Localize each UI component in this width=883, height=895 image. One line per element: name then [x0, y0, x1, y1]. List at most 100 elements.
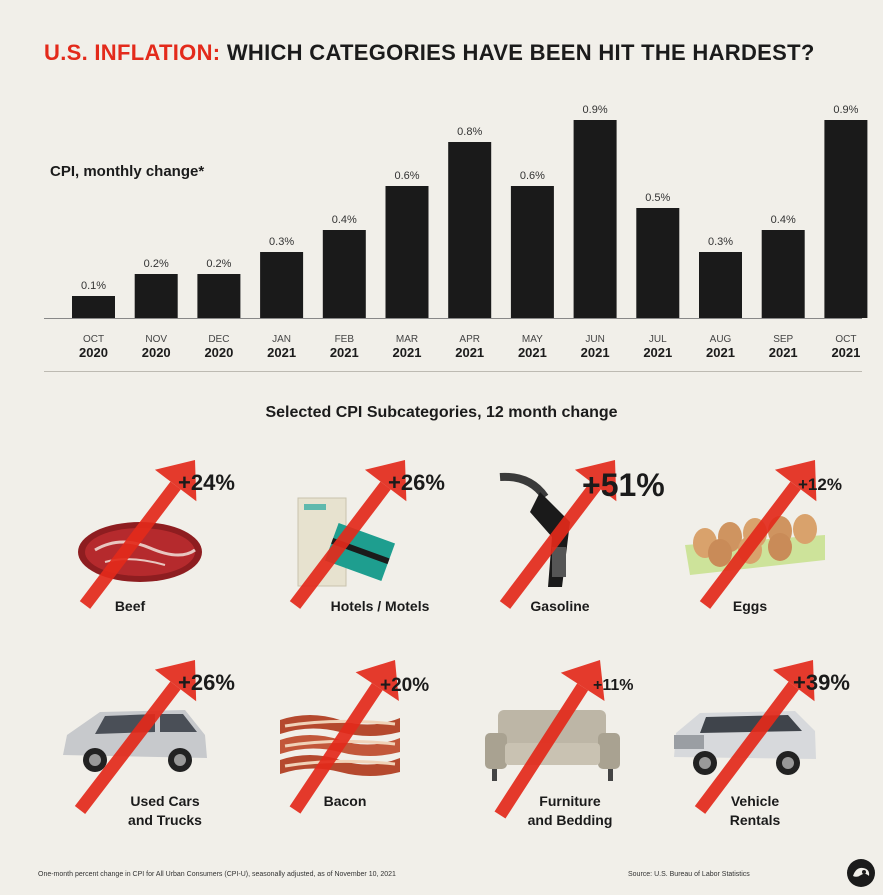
- subcategory-label: Bacon: [323, 793, 367, 809]
- subcategory-bacon: +20% Bacon: [270, 655, 480, 845]
- arrow-shaft: [699, 481, 801, 609]
- subcategories-title: Selected CPI Subcategories, 12 month cha…: [265, 404, 618, 421]
- bar: [260, 252, 304, 318]
- bar: [72, 296, 115, 318]
- bar: [385, 186, 429, 318]
- gas-nozzle-icon: [499, 472, 570, 587]
- arrow-head: [774, 460, 817, 502]
- arrow-shaft: [694, 681, 799, 814]
- subcategory-change: +11%: [593, 677, 634, 694]
- subcategory-change: +20%: [380, 675, 430, 696]
- x-tick-year: 2021: [831, 345, 860, 360]
- x-tick-month: JUN: [585, 334, 604, 345]
- x-tick-month: JAN: [272, 334, 291, 345]
- subcategory-eggs: +12% Eggs: [670, 455, 880, 645]
- arrow-shaft: [289, 683, 383, 814]
- arrow-up-icon: [289, 660, 399, 814]
- x-tick-month: MAY: [522, 334, 543, 345]
- source-note: Source: U.S. Bureau of Labor Statistics: [628, 871, 750, 878]
- arrow-up-icon: [79, 460, 197, 609]
- suv-icon: [674, 711, 816, 775]
- subcategory-change: +51%: [582, 467, 665, 503]
- x-tick-year: 2021: [393, 345, 422, 360]
- bar: [134, 274, 178, 318]
- bar: [699, 252, 742, 318]
- bar-value-label: 0.3%: [269, 236, 294, 248]
- bar-value-label: 0.9%: [833, 104, 858, 116]
- subcategory-label: Used Cars and Trucks: [128, 793, 202, 828]
- publisher-logo-icon: [847, 859, 875, 887]
- bar: [510, 186, 554, 318]
- x-tick-year: 2021: [518, 345, 547, 360]
- bar-value-label: 0.4%: [332, 214, 357, 226]
- arrow-up-icon: [289, 460, 407, 609]
- subcategory-change: +24%: [178, 470, 235, 495]
- arrow-up-icon: [699, 460, 817, 609]
- bar: [573, 120, 617, 318]
- arrow-shaft: [289, 481, 391, 609]
- y-axis-label: CPI, monthly change*: [50, 163, 205, 180]
- bar-value-label: 0.6%: [520, 170, 545, 182]
- bar-value-label: 0.9%: [583, 104, 608, 116]
- arrow-up-icon: [499, 460, 617, 609]
- bar-value-label: 0.8%: [457, 126, 482, 138]
- x-tick-month: MAR: [396, 334, 418, 345]
- bar: [322, 230, 366, 318]
- subcategory-beef: +24% Beef: [60, 455, 270, 645]
- subcategory-label: Furniture and Bedding: [527, 793, 613, 828]
- x-tick-year: 2021: [706, 345, 735, 360]
- subcategory-change: +39%: [793, 670, 850, 695]
- page-title: U.S. INFLATION: WHICH CATEGORIES HAVE BE…: [44, 40, 864, 66]
- arrow-shaft: [79, 481, 181, 609]
- x-tick-year: 2021: [455, 345, 484, 360]
- title-highlight: U.S. INFLATION:: [44, 40, 221, 65]
- arrow-head: [772, 660, 815, 702]
- section-divider: [44, 371, 862, 372]
- bar: [448, 142, 492, 318]
- bar-value-label: 0.5%: [645, 192, 670, 204]
- arrow-up-icon: [694, 660, 815, 814]
- x-tick-month: NOV: [145, 334, 167, 345]
- arrow-up-icon: [74, 660, 197, 814]
- x-tick-month: APR: [459, 334, 480, 345]
- subcategory-furniture: +11% Furniture and Bedding: [475, 655, 685, 845]
- arrow-shaft: [494, 683, 589, 819]
- x-tick-year: 2021: [330, 345, 359, 360]
- subcategory-change: +26%: [178, 670, 235, 695]
- x-tick-month: SEP: [773, 334, 793, 345]
- bar-value-label: 0.2%: [206, 258, 231, 270]
- arrow-shaft: [74, 681, 181, 814]
- x-tick-year: 2021: [581, 345, 610, 360]
- x-tick-year: 2021: [643, 345, 672, 360]
- arrow-head: [154, 460, 197, 502]
- bar: [761, 230, 805, 318]
- bar: [197, 274, 241, 318]
- subcategory-hotels: +26% Hotels / Motels: [270, 455, 480, 645]
- bar-value-label: 0.4%: [771, 214, 796, 226]
- subcategory-label: Gasoline: [530, 598, 590, 614]
- bar-value-label: 0.3%: [708, 236, 733, 248]
- x-tick-month: OCT: [835, 334, 856, 345]
- arrow-head: [574, 460, 617, 502]
- subcategory-vehicle-rentals: +39% Vehicle Rentals: [665, 655, 875, 845]
- x-tick-year: 2021: [267, 345, 296, 360]
- arrow-shaft: [499, 481, 601, 609]
- subcategory-change: +26%: [388, 470, 445, 495]
- arrow-head: [154, 660, 197, 702]
- bar: [824, 120, 868, 318]
- footnote: One-month percent change in CPI for All …: [38, 871, 396, 878]
- x-tick-year: 2020: [79, 345, 108, 360]
- arrow-up-icon: [494, 660, 605, 819]
- subcategory-label: Eggs: [732, 598, 768, 614]
- subcategory-label: Vehicle Rentals: [729, 793, 781, 828]
- x-tick-year: 2020: [142, 345, 171, 360]
- x-tick-month: JUL: [649, 334, 667, 345]
- x-tick-month: OCT: [83, 334, 104, 345]
- subcategory-gasoline: +51% Gasoline: [480, 455, 690, 645]
- subcategory-label: Beef: [114, 598, 146, 614]
- arrow-head: [355, 660, 399, 702]
- bar-value-label: 0.6%: [394, 170, 419, 182]
- x-tick-month: FEB: [335, 334, 355, 345]
- x-tick-year: 2020: [204, 345, 233, 360]
- x-tick-year: 2021: [769, 345, 798, 360]
